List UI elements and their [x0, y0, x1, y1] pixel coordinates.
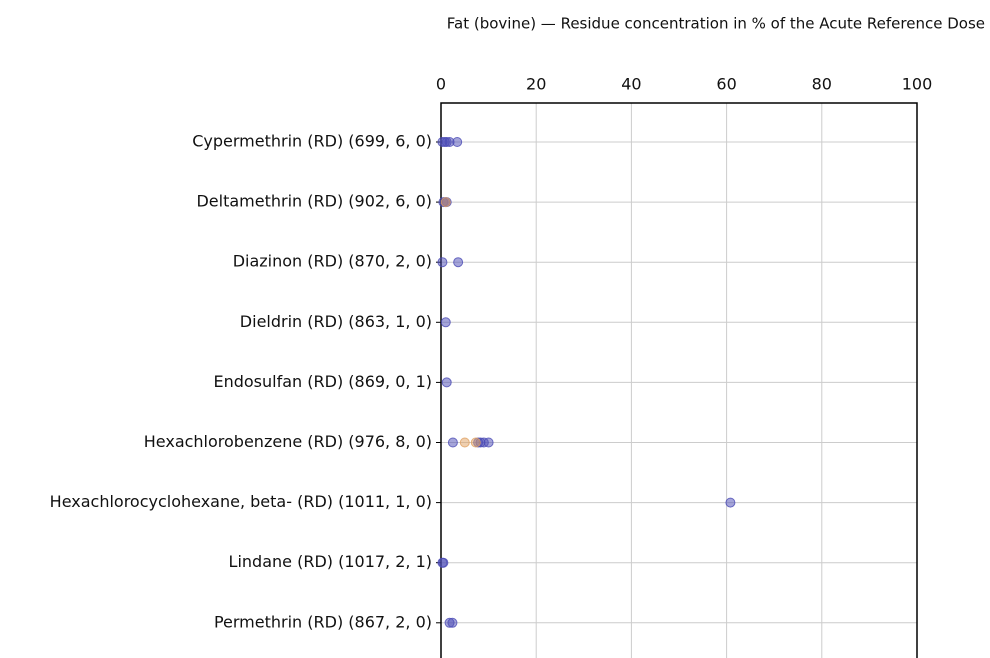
chart-title: Fat (bovine) — Residue concentration in … — [447, 15, 985, 33]
data-point — [453, 257, 464, 268]
data-point — [437, 257, 448, 268]
data-point — [452, 137, 463, 147]
x-tick-label: 60 — [716, 75, 736, 94]
plot-frame — [440, 102, 918, 658]
data-point — [440, 317, 451, 328]
data-point — [441, 377, 452, 388]
x-tick-label: 100 — [902, 75, 933, 94]
y-tick-label: Diazinon (RD) (870, 2, 0) — [233, 252, 432, 271]
data-point — [470, 437, 481, 448]
y-tick-label: Hexachlorocyclohexane, beta- (RD) (1011,… — [50, 492, 432, 511]
data-point — [725, 497, 736, 508]
data-point — [447, 617, 458, 628]
x-tick-label: 0 — [436, 75, 446, 94]
y-tick-label: Permethrin (RD) (867, 2, 0) — [214, 612, 432, 631]
y-tick-label: Cypermethrin (RD) (699, 6, 0) — [192, 132, 432, 151]
y-tick-label: Endosulfan (RD) (869, 0, 1) — [213, 372, 432, 391]
data-point — [459, 437, 470, 448]
y-tick-label: Dieldrin (RD) (863, 1, 0) — [240, 312, 432, 331]
y-tick-label: Lindane (RD) (1017, 2, 1) — [229, 552, 432, 571]
data-point — [447, 437, 458, 448]
x-tick-label: 40 — [621, 75, 641, 94]
data-point — [438, 557, 449, 568]
x-tick-label: 80 — [812, 75, 832, 94]
y-tick-label: Deltamethrin (RD) (902, 6, 0) — [196, 192, 432, 211]
data-point — [483, 437, 494, 448]
data-point — [440, 197, 451, 208]
y-tick-label: Hexachlorobenzene (RD) (976, 8, 0) — [144, 432, 432, 451]
x-tick-label: 20 — [526, 75, 546, 94]
